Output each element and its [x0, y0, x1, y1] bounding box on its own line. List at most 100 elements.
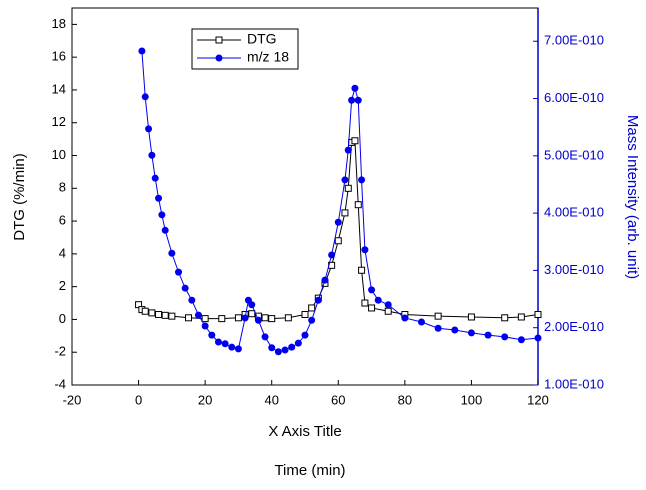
data-point: [484, 331, 492, 339]
data-point: [534, 311, 542, 319]
data-point: [241, 314, 249, 322]
y2-tick-label: 1.00E-010: [544, 376, 604, 391]
data-point: [148, 151, 156, 159]
data-point: [141, 307, 149, 315]
y-tick-label: 6: [59, 213, 66, 228]
data-point: [175, 268, 183, 276]
data-point: [354, 201, 362, 209]
data-point: [168, 249, 176, 257]
data-point: [418, 318, 425, 326]
y-tick-label: 10: [52, 147, 66, 162]
data-point: [517, 336, 525, 344]
y-tick-label: 12: [52, 114, 66, 129]
data-point: [201, 322, 209, 330]
data-point: [141, 93, 149, 101]
data-point: [294, 339, 302, 347]
data-point: [314, 296, 322, 304]
plot-frame: [71, 7, 539, 386]
x-tick-label: 80: [398, 392, 412, 407]
data-point: [268, 344, 276, 352]
data-point: [161, 311, 169, 319]
data-point: [301, 331, 309, 339]
data-point: [351, 84, 359, 92]
data-point: [328, 251, 336, 259]
y-tick-label: -2: [54, 344, 66, 359]
y2-tick-label: 7.00E-010: [544, 33, 604, 48]
data-point: [467, 313, 475, 321]
data-point: [301, 311, 309, 319]
y2-tick-label: 6.00E-010: [544, 90, 604, 105]
data-point: [208, 331, 216, 339]
data-point: [517, 313, 525, 321]
x-tick-label: 40: [264, 392, 278, 407]
data-point: [261, 314, 269, 322]
data-point: [201, 315, 209, 323]
x-tick-label: 120: [527, 392, 549, 407]
data-point: [261, 333, 269, 341]
x-tick-label: 20: [198, 392, 212, 407]
data-point: [354, 96, 362, 104]
y-tick-label: -4: [54, 376, 66, 391]
data-point: [155, 194, 163, 202]
data-point: [288, 343, 296, 351]
data-point: [274, 348, 282, 356]
data-point: [188, 296, 196, 304]
data-point: [368, 304, 376, 312]
data-point: [501, 333, 509, 341]
data-point: [228, 343, 236, 351]
legend-marker: [215, 54, 223, 62]
data-point: [168, 312, 176, 320]
data-point: [361, 246, 369, 254]
data-point: [344, 146, 352, 154]
y-axis-title: DTG (%/min): [11, 153, 28, 241]
data-point: [321, 276, 329, 284]
y-tick-label: 4: [59, 245, 66, 260]
data-point: [155, 311, 163, 319]
data-point: [334, 218, 342, 226]
data-point: [138, 47, 146, 55]
data-point: [334, 237, 342, 245]
y2-tick-label: 2.00E-010: [544, 319, 604, 334]
x-tick-label: 100: [461, 392, 483, 407]
data-point: [308, 304, 316, 312]
data-point: [234, 314, 242, 322]
caption: Time (min): [274, 462, 345, 479]
legend-label: m/z 18: [247, 49, 289, 65]
data-point: [451, 326, 459, 334]
data-point: [161, 226, 169, 234]
data-point: [368, 286, 376, 294]
y2-tick-label: 3.00E-010: [544, 262, 604, 277]
series-line: [141, 50, 539, 353]
data-point: [148, 309, 156, 317]
data-point: [145, 125, 153, 133]
data-point: [467, 329, 475, 337]
y-tick-label: 2: [59, 278, 66, 293]
data-point: [281, 346, 289, 354]
data-point: [434, 324, 442, 332]
data-point: [214, 338, 222, 346]
x-tick-label: -20: [63, 392, 82, 407]
data-point: [185, 314, 192, 322]
data-point: [268, 315, 276, 323]
data-point: [358, 176, 366, 184]
data-point: [151, 174, 159, 182]
data-point: [344, 184, 352, 192]
data-point: [341, 209, 349, 217]
series-line: [138, 139, 539, 320]
y-tick-label: 0: [59, 311, 66, 326]
data-point: [348, 96, 356, 104]
legend-marker: [215, 36, 223, 44]
data-point: [248, 301, 256, 309]
x-tick-label: 0: [135, 392, 142, 407]
data-point: [534, 334, 542, 342]
data-point: [384, 301, 392, 309]
data-point: [401, 314, 409, 322]
x-tick-label: 60: [331, 392, 345, 407]
data-point: [434, 312, 442, 320]
y2-tick-label: 5.00E-010: [544, 147, 604, 162]
data-point: [181, 284, 189, 292]
data-point: [308, 316, 316, 324]
y2-axis-title: Mass Intensity (arb. unit): [624, 115, 641, 279]
y2-tick-label: 4.00E-010: [544, 205, 604, 220]
